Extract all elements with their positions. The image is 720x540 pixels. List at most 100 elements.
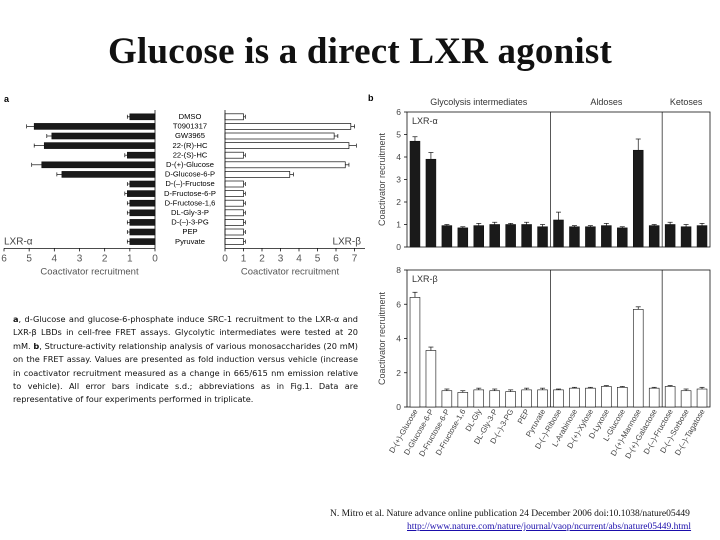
lxr-beta-bar: [224, 123, 352, 130]
lxr-beta-bar: [224, 209, 244, 217]
lxr-beta-bar: [489, 390, 500, 408]
left-x-axis-label: Coactivator recruitment: [40, 266, 139, 277]
right-x-axis-label: Coactivator recruitment: [241, 266, 340, 277]
tick-label: 4: [396, 334, 401, 344]
lxr-alpha-bar: [457, 227, 469, 248]
tick-label: 5: [396, 130, 401, 140]
tick-label: 1: [241, 253, 247, 264]
panel-b-letter: b: [368, 93, 374, 103]
tick-label: 2: [396, 197, 401, 207]
lxr-beta-bar: [664, 386, 676, 408]
lxr-alpha-bar: [51, 132, 156, 140]
lxr-alpha-bar: [473, 225, 485, 248]
lxr-alpha-bar: [409, 140, 421, 248]
lxr-beta-bar: [648, 387, 660, 408]
tick-label: 3: [77, 253, 83, 264]
group-label: Glycolysis intermediates: [430, 97, 528, 107]
lxr-alpha-bar: [41, 161, 156, 169]
lxr-beta-bar: [224, 180, 244, 188]
tick-label: 0: [396, 242, 401, 252]
tick-label: 0: [152, 253, 158, 264]
lxr-alpha-bar: [680, 226, 692, 248]
category-label: PEP: [182, 227, 197, 236]
lxr-alpha-bar: [129, 199, 156, 207]
lxr-alpha-legend: LXR-α: [4, 236, 33, 247]
lxr-alpha-bar: [33, 123, 156, 130]
lxr-alpha-bar: [129, 238, 156, 245]
lxr-beta-bar: [505, 391, 516, 408]
figure-panel-b: b Glycolysis intermediates Aldoses Ketoses 0…: [368, 93, 711, 460]
lxr-alpha-bar: [61, 171, 156, 178]
lxr-beta-bar: [696, 388, 708, 408]
lxr-alpha-bar: [601, 225, 612, 248]
lxr-beta-bar: [224, 199, 244, 207]
lxr-alpha-bar: [696, 225, 708, 248]
lxr-alpha-bar: [43, 142, 156, 149]
citation-link[interactable]: http://www.nature.com/nature/journal/vao…: [407, 522, 692, 532]
tick-label: 6: [1, 253, 7, 264]
lxr-beta-bar: [569, 387, 580, 408]
category-label: D-Fructose-6-P: [164, 189, 216, 198]
category-label: D-(+)-Glucose: [166, 160, 214, 169]
tick-label: 0: [396, 402, 401, 412]
lxr-beta-bar: [473, 389, 485, 408]
subplot-frame: [406, 269, 711, 408]
lxr-beta-legend: LXR-β: [412, 274, 438, 284]
lxr-beta-bar: [457, 392, 469, 408]
y-axis-label: Coactivator recruitment: [377, 291, 387, 385]
lxr-alpha-bar: [129, 209, 156, 217]
lxr-alpha-bar: [617, 227, 628, 248]
lxr-beta-bar: [680, 390, 692, 408]
lxr-beta-bar: [632, 309, 644, 408]
caption-b-text: , Structure-activity relationship analys…: [13, 340, 358, 405]
category-label: PEP: [516, 408, 532, 426]
lxr-alpha-bar: [585, 226, 596, 248]
group-label: Aldoses: [590, 97, 623, 107]
category-label: 22-(R)-HC: [172, 141, 208, 150]
category-label: Pyruvate: [175, 237, 205, 246]
lxr-beta-bar: [617, 387, 628, 408]
lxr-beta-bar: [224, 238, 244, 245]
tick-label: 5: [26, 253, 32, 264]
tick-label: 3: [278, 253, 284, 264]
lxr-alpha-bar: [489, 224, 500, 248]
caption-b-label: b: [33, 340, 40, 351]
lxr-alpha-bar: [569, 226, 580, 248]
tick-label: 7: [352, 253, 358, 264]
tick-label: 8: [396, 265, 401, 275]
citation-text: N. Mitro et al. Nature advance online pu…: [330, 509, 690, 519]
figure-caption: a, d-Glucose and glucose-6-phosphate ind…: [13, 313, 358, 407]
lxr-beta-bar: [441, 390, 453, 408]
lxr-alpha-bar: [127, 190, 156, 197]
lxr-alpha-bar: [127, 151, 156, 159]
tick-label: 6: [396, 107, 401, 117]
slide-title: Glucose is a direct LXR agonist: [108, 31, 612, 72]
tick-label: 4: [396, 152, 401, 162]
lxr-alpha-bar: [129, 180, 156, 188]
lxr-beta-bar: [224, 228, 244, 236]
tick-label: 5: [315, 253, 321, 264]
lxr-beta-bar: [409, 297, 421, 408]
category-label: D-Glucose-6-P: [165, 170, 215, 179]
lxr-alpha-bar: [553, 219, 564, 248]
y-axis-label: Coactivator recruitment: [377, 132, 387, 226]
tick-label: 1: [127, 253, 133, 264]
lxr-beta-bar: [521, 389, 532, 408]
lxr-beta-legend: LXR-β: [332, 236, 361, 247]
lxr-beta-bar: [553, 389, 564, 408]
category-label: D-Fructose-1,6: [165, 198, 216, 207]
tick-label: 2: [102, 253, 108, 264]
lxr-beta-bar: [224, 161, 346, 169]
caption-a-label: a: [13, 314, 19, 324]
lxr-beta-bar: [585, 387, 596, 408]
tick-label: 2: [259, 253, 265, 264]
category-label: DL-Gly-3-P: [171, 208, 209, 217]
group-label: Ketoses: [670, 97, 703, 107]
lxr-alpha-bar: [648, 225, 660, 248]
lxr-beta-bar: [224, 142, 350, 149]
category-label: 22-(S)-HC: [173, 150, 208, 159]
tick-label: 0: [222, 253, 228, 264]
tick-label: 1: [396, 220, 401, 230]
panel-a-letter: a: [4, 94, 10, 104]
lxr-beta-bar: [224, 171, 291, 178]
